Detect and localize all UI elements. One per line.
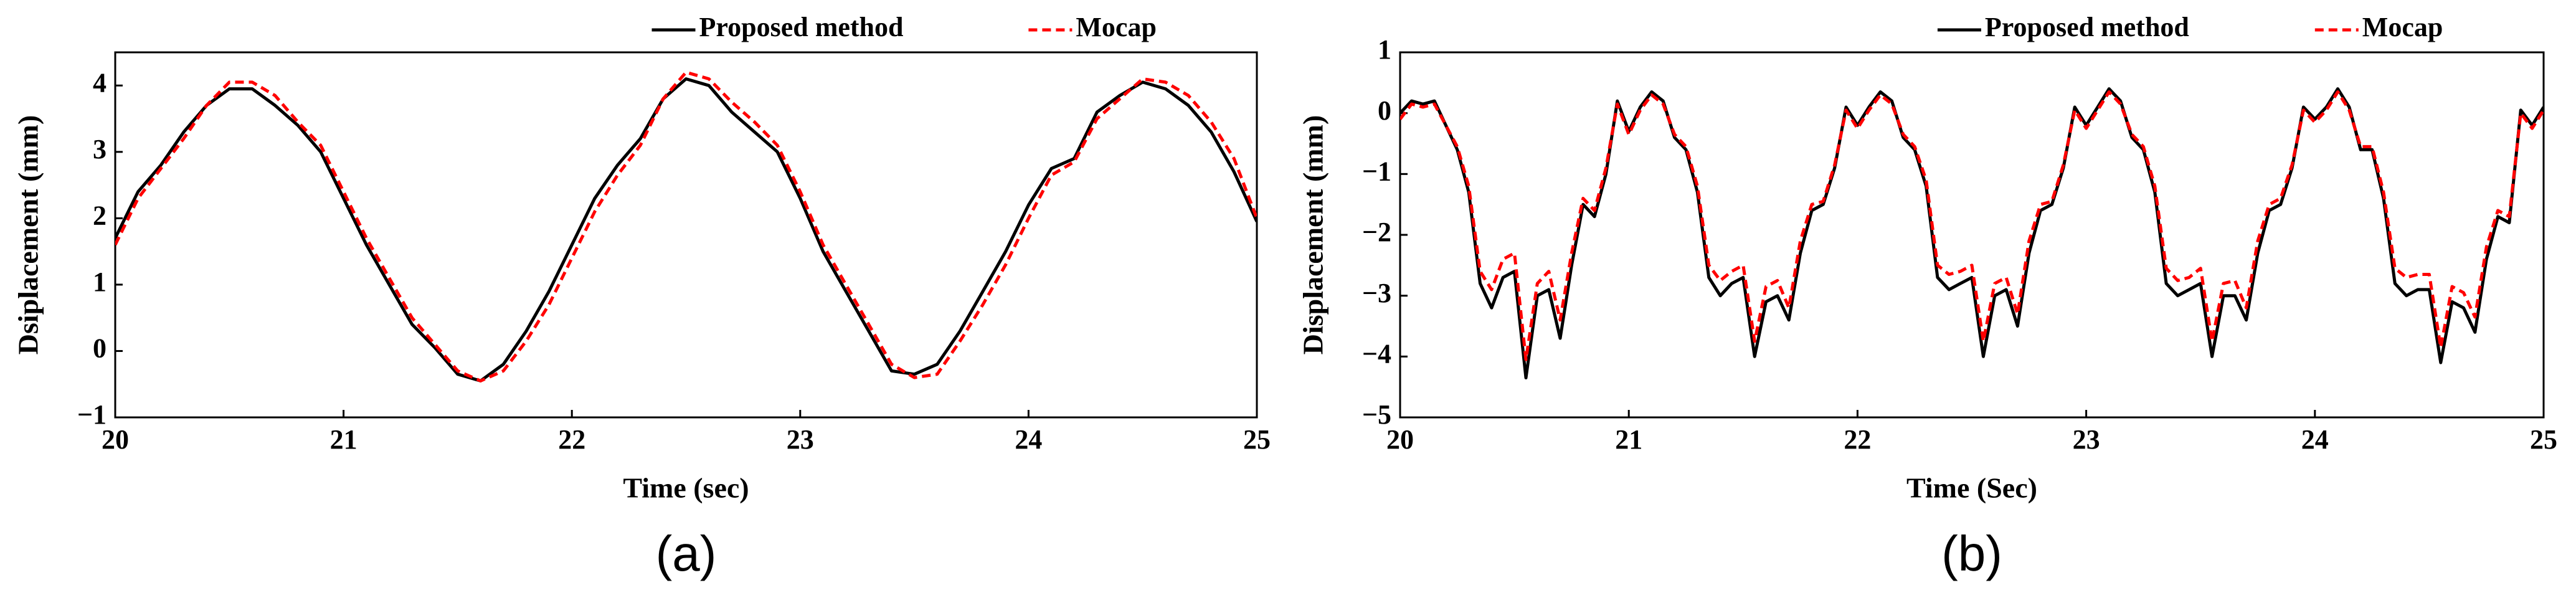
y-tick-label: 0 (1378, 95, 1391, 126)
y-tick-label: −5 (1362, 399, 1391, 430)
series-line (1400, 87, 2544, 379)
plot-frame (1399, 51, 2545, 419)
y-tick-label: 3 (93, 134, 107, 164)
x-axis-title: Time (sec) (623, 472, 749, 504)
series-line (115, 77, 1257, 382)
x-tick-label: 20 (1386, 424, 1414, 455)
x-tick-label: 23 (787, 424, 814, 455)
x-axis-title: Time (Sec) (1906, 472, 2037, 504)
y-tick-label: 2 (93, 200, 107, 230)
x-tick-label: 22 (1844, 424, 1871, 455)
y-tick-label: 1 (93, 267, 107, 297)
x-tick-label: 21 (1615, 424, 1642, 455)
x-tick-label: 21 (330, 424, 358, 455)
legend-label: Mocap (1076, 12, 1157, 42)
y-tick-label: −2 (1362, 217, 1391, 247)
caption: (a) (656, 526, 717, 581)
x-tick-label: 25 (2530, 424, 2557, 455)
legend-label: Proposed method (699, 12, 904, 42)
y-tick-label: 1 (1378, 34, 1391, 65)
x-tick-label: 24 (2301, 424, 2329, 455)
y-tick-label: −1 (1362, 156, 1391, 186)
x-tick-label: 25 (1243, 424, 1271, 455)
y-tick-label: −1 (77, 399, 107, 430)
y-axis-title: Displacement (mm) (1297, 115, 1329, 355)
series-line (1400, 90, 2544, 361)
legend-label: Proposed method (1985, 12, 2189, 42)
caption: (b) (1941, 526, 2002, 581)
x-tick-label: 20 (102, 424, 129, 455)
y-tick-label: −4 (1362, 338, 1391, 369)
series-line (115, 70, 1257, 382)
legend-label: Mocap (2362, 12, 2443, 42)
x-tick-label: 23 (2073, 424, 2100, 455)
chart: −5 −4 −3 −2 −1 0 1 20 21 22 23 24 25 Time (Sec) Displa… (1297, 12, 2557, 581)
y-tick-label: −3 (1362, 278, 1391, 308)
y-tick-label: 0 (93, 333, 107, 364)
y-tick-label: 4 (93, 67, 107, 98)
y-axis-title: Dsiplacement (mm) (12, 115, 44, 355)
x-tick-label: 22 (558, 424, 585, 455)
x-tick-label: 24 (1015, 424, 1042, 455)
